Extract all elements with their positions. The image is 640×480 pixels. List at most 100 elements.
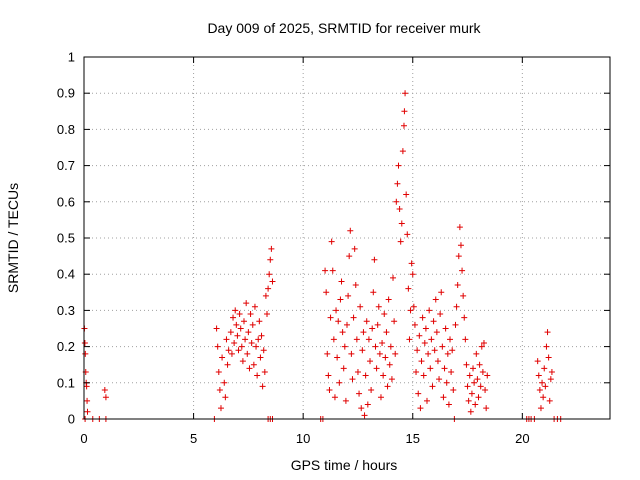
data-point — [459, 267, 466, 274]
data-point — [267, 256, 274, 263]
data-point — [542, 383, 549, 390]
data-point — [460, 292, 467, 299]
data-point — [430, 318, 437, 325]
y-tick-label: 0.3 — [57, 303, 75, 318]
data-point — [449, 347, 456, 354]
x-tick-label: 10 — [296, 431, 310, 446]
data-point — [233, 321, 240, 328]
data-point — [385, 296, 392, 303]
data-point — [427, 365, 434, 372]
data-point — [323, 289, 330, 296]
data-point — [269, 278, 276, 285]
data-point — [545, 354, 552, 361]
data-point — [222, 394, 229, 401]
data-point — [255, 336, 262, 343]
data-point — [474, 376, 481, 383]
data-point — [381, 311, 388, 318]
y-tick-label: 0.6 — [57, 194, 75, 209]
data-point — [250, 361, 257, 368]
y-tick-label: 0.2 — [57, 339, 75, 354]
y-tick-label: 0.9 — [57, 86, 75, 101]
data-point — [548, 368, 555, 375]
data-point — [428, 336, 435, 343]
data-point — [407, 307, 414, 314]
y-tick-label: 0.1 — [57, 375, 75, 390]
data-point — [371, 256, 378, 263]
data-point — [422, 325, 429, 332]
data-point — [415, 390, 422, 397]
data-point — [483, 405, 490, 412]
data-point — [322, 267, 329, 274]
data-point — [232, 307, 239, 314]
data-point — [379, 339, 386, 346]
data-point — [473, 350, 480, 357]
data-point — [351, 245, 358, 252]
data-point — [354, 368, 361, 375]
data-point — [414, 347, 421, 354]
data-point — [253, 343, 260, 350]
data-point — [352, 282, 359, 289]
data-point — [243, 300, 250, 307]
data-point — [327, 314, 334, 321]
data-point — [215, 368, 222, 375]
data-point — [468, 390, 475, 397]
data-point — [364, 401, 371, 408]
data-point — [383, 329, 390, 336]
axis-ticks — [83, 56, 610, 420]
data-point — [387, 343, 394, 350]
data-point — [81, 339, 88, 346]
data-point — [476, 361, 483, 368]
grid-lines — [84, 57, 610, 419]
data-point — [248, 339, 255, 346]
data-point — [440, 394, 447, 401]
data-point — [534, 358, 541, 365]
data-point — [242, 336, 249, 343]
data-point — [471, 379, 478, 386]
data-point — [82, 350, 89, 357]
data-point — [361, 412, 368, 419]
data-point — [262, 292, 269, 299]
data-point — [245, 329, 252, 336]
data-point — [398, 220, 405, 227]
data-point — [480, 339, 487, 346]
data-point — [258, 332, 265, 339]
data-point — [234, 332, 241, 339]
data-point — [461, 314, 468, 321]
data-point — [260, 347, 267, 354]
data-point — [257, 354, 264, 361]
data-point — [411, 321, 418, 328]
data-point — [362, 372, 369, 379]
data-point — [537, 405, 544, 412]
data-point — [475, 394, 482, 401]
data-point — [410, 303, 417, 310]
data-point — [236, 311, 243, 318]
data-point — [367, 358, 374, 365]
data-point — [437, 311, 444, 318]
data-point — [403, 191, 410, 198]
data-point — [83, 383, 90, 390]
data-point — [369, 325, 376, 332]
data-point — [466, 372, 473, 379]
data-point — [225, 347, 232, 354]
data-points — [81, 90, 564, 422]
data-point — [406, 336, 413, 343]
data-point — [448, 368, 455, 375]
data-point — [404, 231, 411, 238]
data-point — [376, 350, 383, 357]
data-point — [479, 368, 486, 375]
data-point — [339, 329, 346, 336]
chart-title: Day 009 of 2025, SRMTID for receiver mur… — [207, 20, 481, 36]
data-point — [331, 394, 338, 401]
data-point — [359, 347, 366, 354]
plot-frame — [83, 56, 611, 420]
data-point — [324, 350, 331, 357]
data-point — [464, 383, 471, 390]
data-point — [249, 321, 256, 328]
data-point — [402, 90, 409, 97]
data-point — [453, 303, 460, 310]
data-point — [450, 387, 457, 394]
data-point — [251, 303, 258, 310]
data-point — [256, 318, 263, 325]
x-tick-labels: 0 5 10 15 20 — [80, 431, 529, 446]
data-point — [214, 343, 221, 350]
